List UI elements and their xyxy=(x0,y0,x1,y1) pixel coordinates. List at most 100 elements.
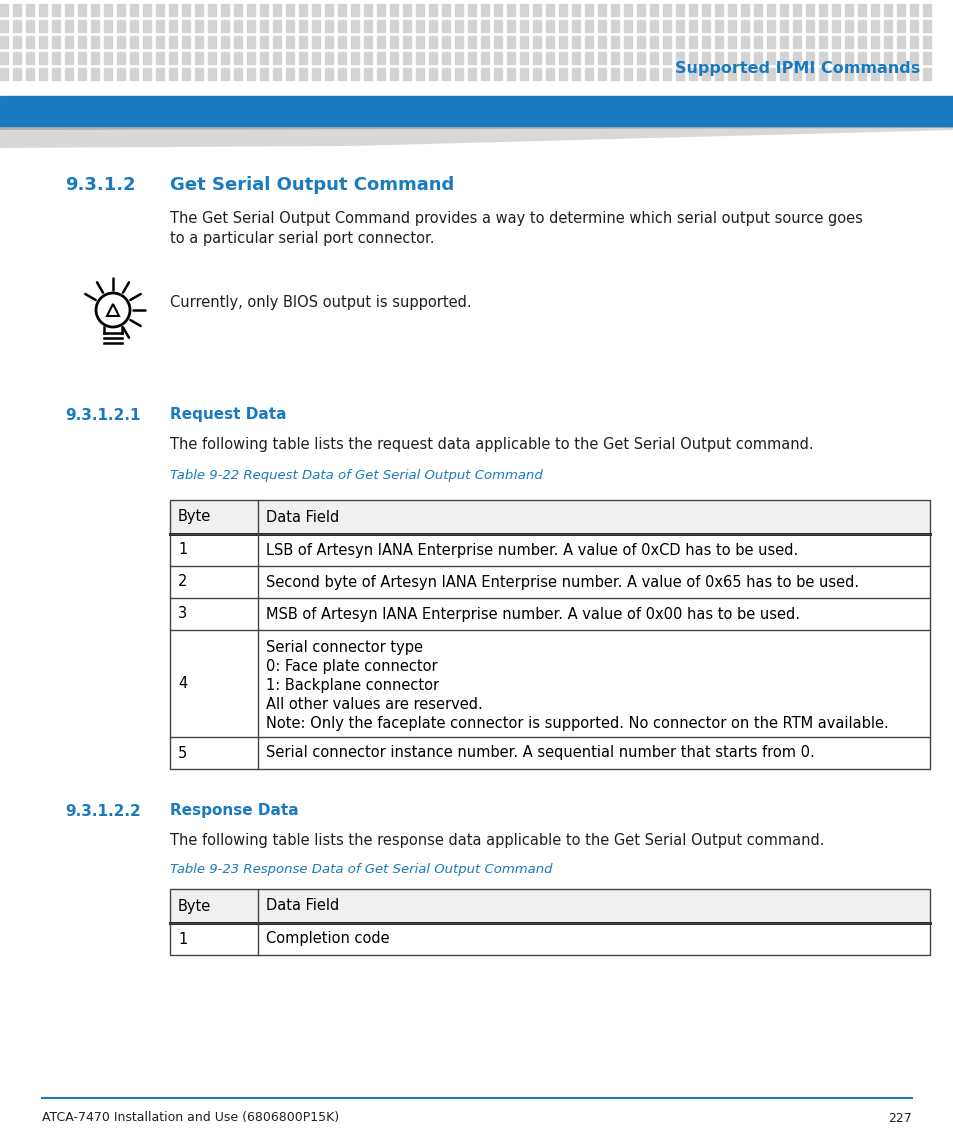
Bar xyxy=(247,52,254,64)
Bar xyxy=(130,35,138,48)
Bar xyxy=(91,68,99,80)
Bar xyxy=(623,68,631,80)
Bar xyxy=(416,52,423,64)
Bar xyxy=(494,68,501,80)
Bar xyxy=(0,3,8,16)
Bar xyxy=(572,35,579,48)
Bar xyxy=(676,3,683,16)
Bar xyxy=(286,52,294,64)
Bar xyxy=(143,68,151,80)
Bar xyxy=(545,35,554,48)
Bar xyxy=(429,35,436,48)
Bar xyxy=(402,68,411,80)
Bar xyxy=(649,3,658,16)
Bar xyxy=(662,68,670,80)
Bar xyxy=(753,35,761,48)
Bar xyxy=(480,35,489,48)
Bar xyxy=(519,52,527,64)
Bar xyxy=(740,35,748,48)
Bar xyxy=(857,19,865,32)
Bar xyxy=(780,35,787,48)
Bar xyxy=(792,3,801,16)
Bar xyxy=(506,68,515,80)
Bar xyxy=(169,52,177,64)
Bar xyxy=(260,52,268,64)
Bar xyxy=(896,3,904,16)
Bar xyxy=(896,52,904,64)
Bar xyxy=(558,19,566,32)
Bar xyxy=(143,3,151,16)
Bar xyxy=(208,19,215,32)
Bar xyxy=(91,52,99,64)
Bar xyxy=(805,35,813,48)
Bar xyxy=(117,19,125,32)
Text: The Get Serial Output Command provides a way to determine which serial output so: The Get Serial Output Command provides a… xyxy=(170,211,862,226)
Bar xyxy=(233,35,242,48)
Text: Table 9-22 Request Data of Get Serial Output Command: Table 9-22 Request Data of Get Serial Ou… xyxy=(170,468,542,482)
Bar xyxy=(545,19,554,32)
Bar xyxy=(480,52,489,64)
Bar xyxy=(883,3,891,16)
Text: Get Serial Output Command: Get Serial Output Command xyxy=(170,176,454,194)
Bar xyxy=(52,19,60,32)
Bar xyxy=(896,35,904,48)
Bar xyxy=(480,68,489,80)
Bar xyxy=(117,52,125,64)
Bar xyxy=(857,3,865,16)
Bar xyxy=(844,68,852,80)
Text: The following table lists the request data applicable to the Get Serial Output c: The following table lists the request da… xyxy=(170,437,813,452)
Bar xyxy=(805,19,813,32)
Bar xyxy=(273,68,281,80)
Bar xyxy=(286,35,294,48)
Bar xyxy=(857,35,865,48)
Bar xyxy=(662,19,670,32)
Bar xyxy=(208,52,215,64)
Bar xyxy=(637,3,644,16)
Bar xyxy=(65,19,73,32)
Bar xyxy=(727,3,735,16)
Bar xyxy=(610,19,618,32)
Bar xyxy=(533,35,540,48)
Bar xyxy=(170,500,929,534)
Bar xyxy=(104,52,112,64)
Text: Supported IPMI Commands: Supported IPMI Commands xyxy=(674,61,919,76)
Text: 3: 3 xyxy=(178,607,187,622)
Bar xyxy=(623,52,631,64)
Bar xyxy=(221,3,229,16)
Text: The following table lists the response data applicable to the Get Serial Output : The following table lists the response d… xyxy=(170,834,823,848)
Bar xyxy=(831,3,840,16)
Bar xyxy=(221,68,229,80)
Text: Byte: Byte xyxy=(178,510,211,524)
Bar xyxy=(325,52,333,64)
Bar xyxy=(909,52,917,64)
Text: Serial connector type: Serial connector type xyxy=(266,640,422,655)
Bar xyxy=(0,96,953,126)
Bar xyxy=(455,52,462,64)
Bar xyxy=(247,35,254,48)
Bar xyxy=(572,52,579,64)
Bar xyxy=(610,35,618,48)
Text: Data Field: Data Field xyxy=(266,510,339,524)
Bar xyxy=(13,3,21,16)
Bar xyxy=(572,3,579,16)
Bar xyxy=(429,68,436,80)
Bar xyxy=(402,3,411,16)
Bar xyxy=(130,68,138,80)
Bar xyxy=(805,52,813,64)
Bar xyxy=(610,68,618,80)
Bar xyxy=(52,68,60,80)
Bar xyxy=(598,68,605,80)
Bar xyxy=(233,3,242,16)
Bar xyxy=(792,68,801,80)
Bar xyxy=(117,3,125,16)
Bar xyxy=(857,68,865,80)
Bar xyxy=(78,35,86,48)
Text: Response Data: Response Data xyxy=(170,804,298,819)
Text: 1: 1 xyxy=(178,932,187,947)
Bar xyxy=(376,35,385,48)
Bar xyxy=(325,35,333,48)
Bar xyxy=(286,3,294,16)
Bar xyxy=(39,68,47,80)
Bar xyxy=(533,68,540,80)
Bar xyxy=(831,68,840,80)
